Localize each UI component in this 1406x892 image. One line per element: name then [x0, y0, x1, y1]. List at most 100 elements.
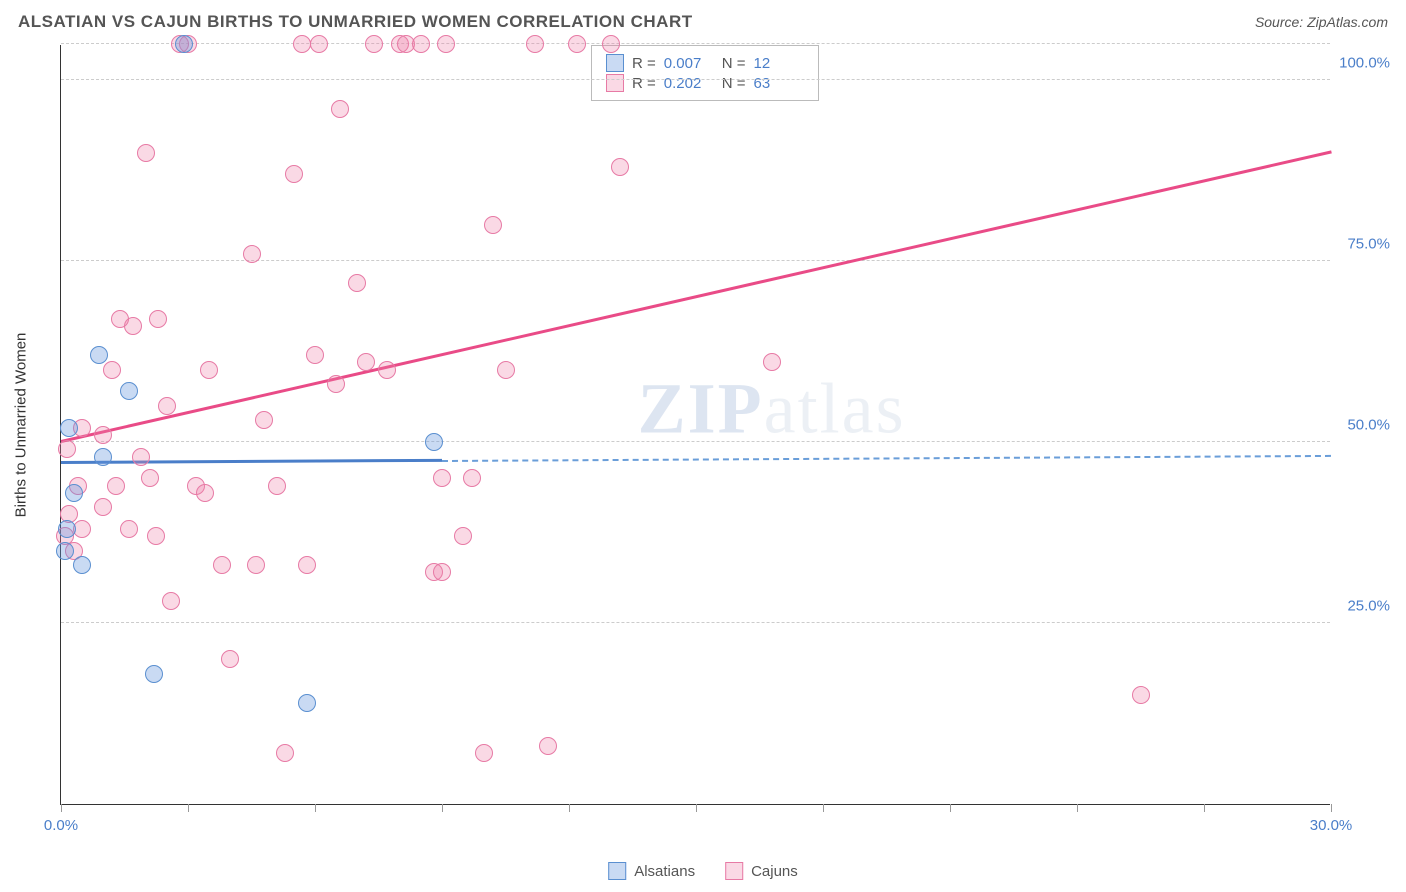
- data-point-cajuns: [497, 361, 515, 379]
- x-tick: [569, 804, 570, 812]
- x-tick-label: 0.0%: [44, 817, 78, 834]
- data-point-cajuns: [484, 216, 502, 234]
- data-point-cajuns: [58, 440, 76, 458]
- data-point-cajuns: [132, 448, 150, 466]
- x-tick: [823, 804, 824, 812]
- data-point-cajuns: [200, 361, 218, 379]
- data-point-alsatians: [175, 35, 193, 53]
- y-tick-label: 25.0%: [1347, 598, 1390, 615]
- legend-item: Alsatians: [608, 862, 695, 880]
- stat-n-label: N =: [722, 75, 746, 92]
- data-point-cajuns: [365, 35, 383, 53]
- x-tick: [950, 804, 951, 812]
- data-point-cajuns: [196, 484, 214, 502]
- data-point-cajuns: [433, 563, 451, 581]
- data-point-cajuns: [568, 35, 586, 53]
- data-point-cajuns: [433, 469, 451, 487]
- x-tick: [61, 804, 62, 812]
- y-tick-label: 100.0%: [1339, 55, 1390, 72]
- trend-line-alsatians-solid: [61, 459, 442, 464]
- stat-r-label: R =: [632, 55, 656, 72]
- legend-swatch: [725, 862, 743, 880]
- stats-legend-row: R = 0.007 N = 12: [606, 54, 804, 72]
- data-point-alsatians: [145, 665, 163, 683]
- chart-header: ALSATIAN VS CAJUN BIRTHS TO UNMARRIED WO…: [0, 0, 1406, 40]
- data-point-alsatians: [73, 556, 91, 574]
- chart-source: Source: ZipAtlas.com: [1255, 14, 1388, 30]
- data-point-cajuns: [141, 469, 159, 487]
- data-point-cajuns: [103, 361, 121, 379]
- data-point-cajuns: [221, 650, 239, 668]
- data-point-cajuns: [247, 556, 265, 574]
- data-point-alsatians: [58, 520, 76, 538]
- data-point-cajuns: [147, 527, 165, 545]
- data-point-cajuns: [213, 556, 231, 574]
- data-point-alsatians: [60, 419, 78, 437]
- x-tick: [1204, 804, 1205, 812]
- x-tick-label: 30.0%: [1310, 817, 1353, 834]
- x-tick: [188, 804, 189, 812]
- y-gridline: [61, 79, 1330, 80]
- data-point-cajuns: [255, 411, 273, 429]
- data-point-alsatians: [298, 694, 316, 712]
- data-point-cajuns: [243, 245, 261, 263]
- x-tick: [696, 804, 697, 812]
- data-point-cajuns: [1132, 686, 1150, 704]
- data-point-alsatians: [65, 484, 83, 502]
- chart-container: Births to Unmarried Women ZIPatlas R =0.…: [60, 45, 1390, 825]
- x-tick: [1077, 804, 1078, 812]
- data-point-cajuns: [526, 35, 544, 53]
- data-point-cajuns: [94, 426, 112, 444]
- data-point-cajuns: [149, 310, 167, 328]
- legend-item: Cajuns: [725, 862, 798, 880]
- data-point-alsatians: [120, 382, 138, 400]
- data-point-cajuns: [348, 274, 366, 292]
- data-point-alsatians: [90, 346, 108, 364]
- data-point-cajuns: [475, 744, 493, 762]
- data-point-cajuns: [162, 592, 180, 610]
- stats-legend-row: R =0.202N =63: [606, 74, 804, 92]
- trend-line-alsatians-dashed: [442, 455, 1331, 462]
- y-axis-label: Births to Unmarried Women: [13, 332, 30, 517]
- data-point-cajuns: [268, 477, 286, 495]
- data-point-cajuns: [120, 520, 138, 538]
- chart-title: ALSATIAN VS CAJUN BIRTHS TO UNMARRIED WO…: [18, 12, 693, 32]
- data-point-cajuns: [94, 498, 112, 516]
- data-point-cajuns: [285, 165, 303, 183]
- data-point-cajuns: [602, 35, 620, 53]
- data-point-cajuns: [310, 35, 328, 53]
- stat-n-value: 12: [754, 55, 804, 72]
- y-tick-label: 75.0%: [1347, 236, 1390, 253]
- stat-r-value: 0.202: [664, 75, 714, 92]
- data-point-cajuns: [412, 35, 430, 53]
- data-point-cajuns: [158, 397, 176, 415]
- data-point-cajuns: [463, 469, 481, 487]
- data-point-cajuns: [611, 158, 629, 176]
- data-point-cajuns: [293, 35, 311, 53]
- data-point-cajuns: [763, 353, 781, 371]
- data-point-alsatians: [425, 433, 443, 451]
- legend-label: Alsatians: [634, 863, 695, 880]
- y-tick-label: 50.0%: [1347, 417, 1390, 434]
- legend-label: Cajuns: [751, 863, 798, 880]
- watermark: ZIPatlas: [638, 368, 906, 451]
- legend-swatch: [606, 54, 624, 72]
- stats-legend: R = 0.007 N = 12R = 0.202 N = 63: [591, 45, 819, 101]
- y-gridline: [61, 441, 1330, 442]
- data-point-cajuns: [107, 477, 125, 495]
- stat-r-value: 0.007: [664, 55, 714, 72]
- stat-n-value: 63: [754, 75, 804, 92]
- data-point-cajuns: [437, 35, 455, 53]
- data-point-cajuns: [137, 144, 155, 162]
- stat-n-label: N =: [722, 55, 746, 72]
- legend-swatch: [608, 862, 626, 880]
- data-point-cajuns: [454, 527, 472, 545]
- y-gridline: [61, 43, 1330, 44]
- data-point-cajuns: [111, 310, 129, 328]
- x-tick: [315, 804, 316, 812]
- data-point-alsatians: [56, 542, 74, 560]
- x-tick: [442, 804, 443, 812]
- data-point-cajuns: [298, 556, 316, 574]
- series-legend: Alsatians Cajuns: [608, 862, 798, 880]
- x-tick: [1331, 804, 1332, 812]
